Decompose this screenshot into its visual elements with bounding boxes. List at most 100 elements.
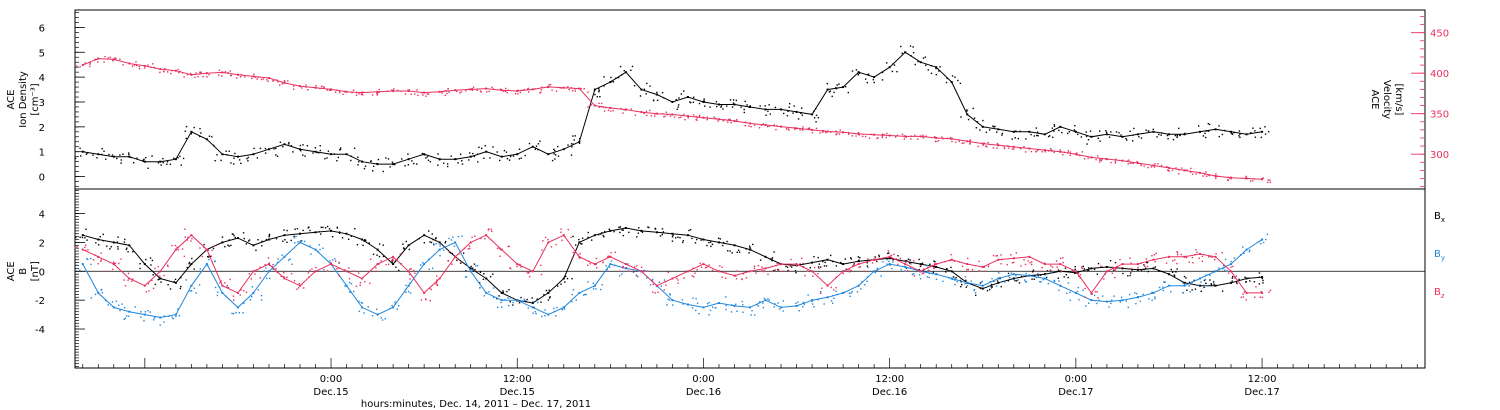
scatter-dot bbox=[587, 106, 589, 108]
scatter-dot bbox=[482, 278, 485, 280]
data-point bbox=[252, 244, 255, 247]
scatter-dot bbox=[868, 137, 871, 139]
scatter-dot bbox=[248, 273, 251, 275]
scatter-dot bbox=[498, 295, 500, 297]
scatter-dot bbox=[905, 267, 908, 269]
data-point bbox=[1043, 263, 1046, 266]
scatter-dot bbox=[301, 240, 303, 242]
scatter-dot bbox=[279, 84, 281, 86]
scatter-dot bbox=[1260, 242, 1262, 245]
scatter-dot bbox=[646, 277, 648, 279]
scatter-dot bbox=[1101, 158, 1103, 160]
scatter-dot bbox=[775, 128, 777, 131]
scatter-dot bbox=[1093, 268, 1096, 271]
scatter-dot bbox=[378, 255, 381, 258]
scatter-dot bbox=[151, 155, 153, 157]
scatter-dot bbox=[603, 85, 605, 87]
scatter-dot bbox=[794, 270, 797, 272]
scatter-dot bbox=[897, 255, 899, 257]
scatter-dot bbox=[233, 157, 235, 159]
scatter-dot bbox=[130, 156, 132, 159]
scatter-dot bbox=[1015, 130, 1017, 132]
scatter-dot bbox=[745, 248, 747, 250]
scatter-dot bbox=[1142, 293, 1144, 296]
scatter-dot bbox=[1239, 136, 1241, 139]
scatter-dot bbox=[127, 272, 130, 275]
data-point bbox=[593, 88, 596, 91]
scatter-dot bbox=[1224, 258, 1227, 261]
series-Bx bbox=[74, 225, 1264, 309]
data-point bbox=[283, 234, 286, 237]
scatter-dot bbox=[550, 246, 553, 248]
scatter-dot bbox=[101, 153, 103, 156]
scatter-dot bbox=[245, 291, 248, 293]
scatter-dot bbox=[277, 258, 279, 260]
scatter-dot bbox=[307, 272, 310, 274]
scatter-dot bbox=[219, 282, 221, 284]
scatter-dot bbox=[139, 267, 141, 270]
scatter-dot bbox=[1227, 176, 1229, 178]
scatter-dot bbox=[1140, 269, 1143, 272]
scatter-dot bbox=[247, 160, 249, 162]
scatter-dot bbox=[1260, 290, 1263, 293]
scatter-dot bbox=[1143, 264, 1145, 266]
data-point bbox=[578, 87, 581, 90]
scatter-dot bbox=[1204, 132, 1206, 135]
scatter-dot bbox=[299, 144, 302, 147]
data-point bbox=[143, 160, 146, 163]
data-point bbox=[205, 248, 208, 251]
scatter-dot bbox=[177, 308, 179, 310]
scatter-dot bbox=[136, 157, 138, 159]
data-point bbox=[842, 291, 845, 294]
scatter-dot bbox=[1240, 296, 1242, 299]
data-point bbox=[1059, 125, 1062, 128]
scatter-dot bbox=[671, 235, 674, 238]
scatter-dot bbox=[463, 247, 466, 250]
scatter-dot bbox=[488, 291, 490, 293]
scatter-dot bbox=[1050, 149, 1052, 151]
data-point bbox=[702, 263, 705, 266]
scatter-dot bbox=[724, 119, 726, 121]
scatter-dot bbox=[464, 276, 467, 278]
scatter-dot bbox=[1011, 138, 1013, 140]
y-tick-label: 4 bbox=[39, 210, 45, 221]
scatter-dot bbox=[675, 99, 678, 101]
scatter-dot bbox=[1060, 270, 1062, 273]
data-point bbox=[283, 81, 286, 84]
scatter-dot bbox=[377, 313, 379, 315]
scatter-dot bbox=[595, 257, 598, 260]
scatter-dot bbox=[254, 76, 257, 79]
scatter-dot bbox=[951, 278, 954, 281]
scatter-dot bbox=[301, 283, 303, 286]
scatter-dot bbox=[342, 93, 344, 96]
scatter-dot bbox=[953, 260, 956, 262]
scatter-dot bbox=[557, 145, 559, 148]
scatter-dot bbox=[391, 304, 393, 307]
scatter-dot bbox=[969, 142, 971, 144]
scatter-dot bbox=[255, 249, 257, 251]
scatter-dot bbox=[826, 284, 829, 286]
scatter-dot bbox=[886, 62, 888, 64]
scatter-dot bbox=[886, 263, 888, 265]
scatter-dot bbox=[127, 251, 129, 253]
scatter-dot bbox=[134, 306, 136, 308]
scatter-dot bbox=[483, 157, 485, 160]
scatter-dot bbox=[188, 262, 190, 265]
scatter-dot bbox=[338, 267, 340, 269]
scatter-dot bbox=[185, 137, 187, 140]
scatter-dot bbox=[434, 237, 437, 240]
scatter-dot bbox=[1202, 135, 1205, 137]
scatter-dot bbox=[887, 252, 889, 255]
scatter-dot bbox=[922, 137, 925, 139]
scatter-dot bbox=[145, 290, 148, 293]
data-point bbox=[562, 277, 565, 280]
scatter-dot bbox=[395, 266, 397, 268]
scatter-dot bbox=[1206, 130, 1208, 132]
scatter-dot bbox=[960, 285, 962, 288]
data-point bbox=[593, 263, 596, 266]
scatter-dot bbox=[90, 263, 92, 266]
scatter-dot bbox=[890, 254, 892, 257]
scatter-dot bbox=[389, 166, 391, 168]
scatter-dot bbox=[520, 266, 522, 268]
scatter-dot bbox=[773, 251, 775, 253]
